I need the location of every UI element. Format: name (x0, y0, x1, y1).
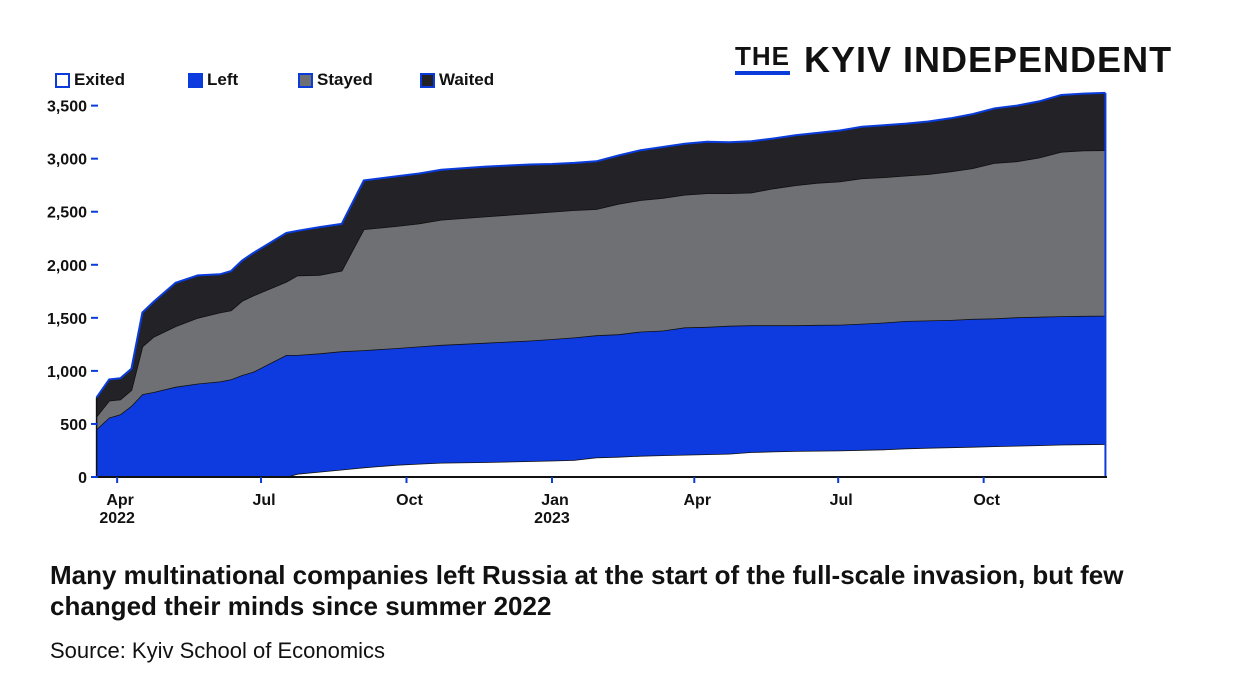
y-tick-label-1: 500 (60, 417, 87, 434)
legend-item-stayed: Stayed (298, 70, 420, 90)
legend-label-left: Left (207, 70, 239, 89)
x-tick-label-5: Jul (830, 492, 853, 509)
logo-name: KYIV INDEPENDENT (804, 39, 1173, 80)
x-tick-label-2: Oct (396, 492, 423, 509)
x-tick-year-0: 2022 (99, 510, 135, 527)
legend-label-stayed: Stayed (317, 70, 373, 89)
legend-swatch-left (188, 72, 203, 88)
legend-item-waited: Waited (420, 70, 494, 90)
stacked-area-chart: 05001,0001,5002,0002,5003,0003,500Apr202… (47, 91, 1107, 527)
y-tick-label-4: 2,000 (47, 258, 87, 275)
legend-swatch-exited (55, 72, 70, 88)
chart-legend: Exited Left Stayed Waited (55, 70, 494, 90)
legend-item-left: Left (188, 70, 298, 90)
legend-swatch-stayed (298, 72, 313, 88)
y-tick-label-6: 3,000 (47, 152, 87, 169)
legend-label-waited: Waited (439, 70, 495, 89)
y-tick-label-0: 0 (78, 470, 87, 487)
x-tick-year-3: 2023 (534, 510, 570, 527)
area-stayed (96, 150, 1106, 430)
chart-headline: Many multinational companies left Russia… (50, 560, 1124, 621)
y-tick-label-3: 1,500 (47, 311, 87, 328)
legend-label-exited: Exited (74, 70, 126, 89)
x-tick-label-3: Jan (541, 492, 569, 509)
area-exited (96, 444, 1106, 477)
area-waited (96, 92, 1106, 417)
y-tick-label-5: 2,500 (47, 205, 87, 222)
chart-source: Source: Kyiv School of Economics (50, 638, 386, 663)
x-tick-label-0: Apr (106, 492, 134, 509)
line-waited (95, 91, 1106, 398)
legend-item-exited: Exited (55, 70, 188, 90)
area-left (96, 315, 1106, 477)
logo-prefix: THE (735, 42, 790, 75)
x-tick-label-4: Apr (684, 492, 712, 509)
legend-swatch-waited (420, 72, 435, 88)
brand-logo: THE KYIV INDEPENDENT (735, 40, 1172, 80)
x-tick-label-1: Jul (252, 492, 275, 509)
y-tick-label-2: 1,000 (47, 364, 87, 381)
y-tick-label-7: 3,500 (47, 99, 87, 116)
x-tick-label-6: Oct (973, 492, 1000, 509)
